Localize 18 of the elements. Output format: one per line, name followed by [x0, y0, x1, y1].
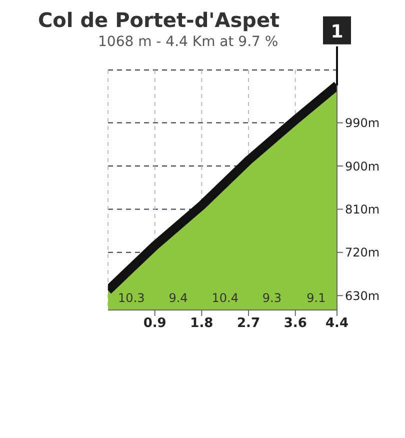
x-tick-label: 1.8 [190, 316, 214, 332]
annotation: 9.4 [168, 291, 188, 305]
chart-subtitle: 1068 m - 4.4 Km at 9.7 % [97, 34, 280, 50]
y-tick-label: 990m [345, 116, 380, 130]
y-tick-label: 900m [345, 159, 380, 174]
x-tick-label: 4.4 [325, 316, 349, 332]
annotation: 9.1 [306, 291, 326, 305]
chart-title: Col de Portet-d'Aspet [38, 8, 280, 32]
y-tick-label: 720m [345, 246, 380, 260]
x-tick-label: 2.7 [237, 316, 260, 332]
annotation: 9.3 [262, 291, 282, 305]
y-tick-label: 630m [345, 288, 380, 303]
x-tick-label: 3.6 [284, 316, 307, 332]
annotation: 10.3 [118, 291, 145, 305]
annotation: 10.4 [212, 291, 238, 305]
y-tick-label: 810m [345, 202, 380, 216]
text: 1 [330, 21, 344, 42]
x-tick-label: 0.9 [143, 316, 166, 332]
